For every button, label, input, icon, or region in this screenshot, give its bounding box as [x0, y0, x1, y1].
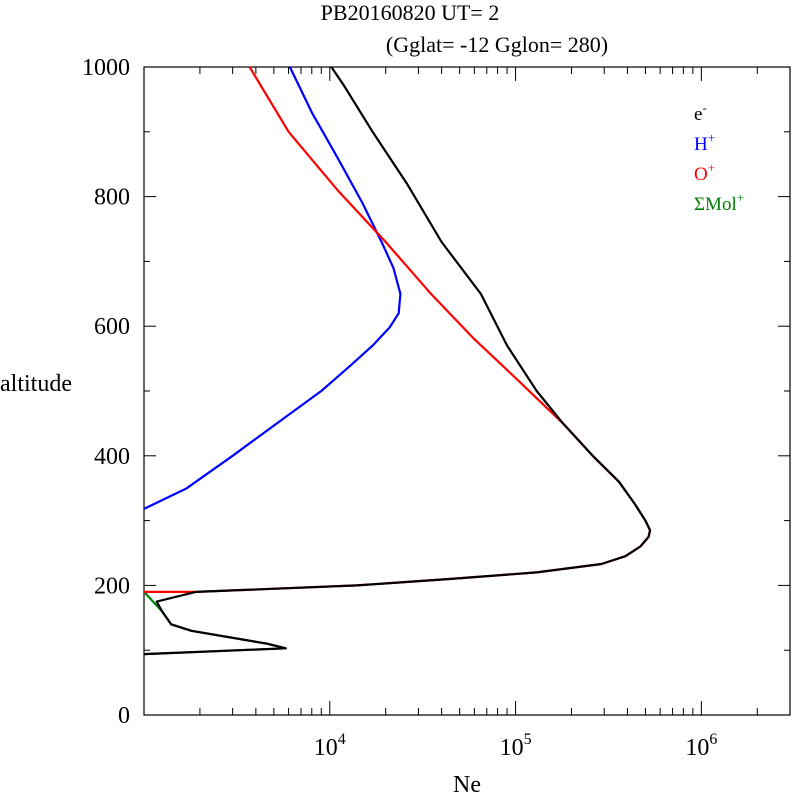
legend-entry: H+	[694, 130, 715, 155]
series-line-2	[144, 66, 652, 593]
y-tick-label: 600	[94, 314, 130, 340]
chart-title: PB20160820 UT= 2	[321, 0, 500, 25]
y-tick-label: 800	[94, 185, 130, 211]
axis-ticks: 0 200 400 600 800 1000 104 105 106	[82, 55, 791, 761]
x-tick-label: 106	[685, 731, 717, 761]
y-tick-label: 1000	[82, 55, 130, 81]
x-tick-label: 105	[500, 731, 532, 761]
x-axis-label: Ne	[453, 772, 481, 796]
y-tick-label: 400	[94, 444, 130, 470]
y-tick-label: 200	[94, 573, 130, 599]
y-axis-label: altitude	[0, 371, 72, 397]
x-tick-label: 104	[314, 731, 346, 761]
series-line-0	[143, 66, 652, 656]
legend-entry: ΣMol+	[694, 190, 744, 215]
legend: e- H+ O+ ΣMol+	[694, 100, 744, 215]
series-line-3	[143, 591, 287, 656]
legend-entry: O+	[694, 160, 715, 185]
y-tick-label: 0	[118, 703, 130, 729]
series-line-1	[143, 66, 402, 510]
legend-entry: e-	[694, 100, 707, 125]
series-lines	[143, 66, 652, 656]
chart-subtitle: (Gglat= -12 Gglon= 280)	[386, 32, 608, 57]
